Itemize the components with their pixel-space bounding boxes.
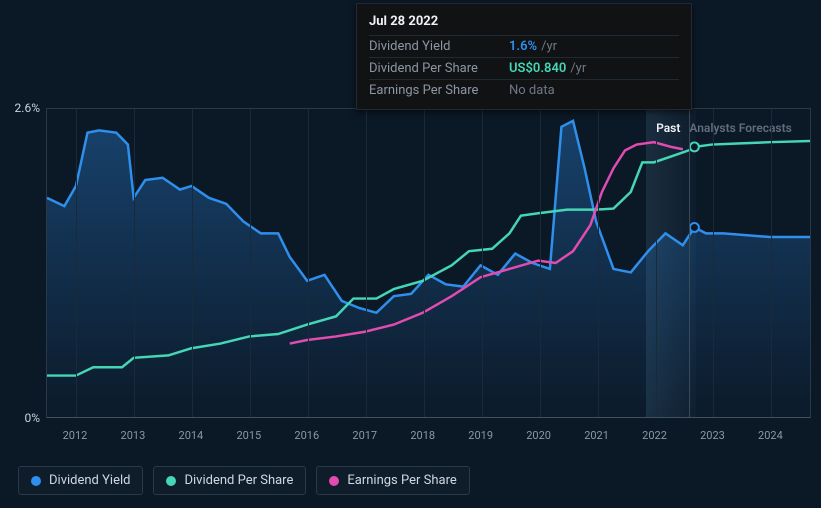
dividend-chart: 2.6%0% Past Analysts Forecasts 201220132… <box>0 0 821 508</box>
marker-dividend_yield <box>690 223 699 232</box>
legend: Dividend Yield Dividend Per Share Earnings… <box>18 466 470 495</box>
legend-label: Earnings Per Share <box>347 473 456 488</box>
gridline <box>366 109 367 417</box>
gridline <box>134 109 135 417</box>
y-tick-label: 0% <box>24 411 40 425</box>
gridline <box>540 109 541 417</box>
gridline <box>250 109 251 417</box>
plot-area[interactable]: Past Analysts Forecasts <box>46 108 811 418</box>
gridline <box>771 109 772 417</box>
x-tick-label: 2015 <box>236 429 261 442</box>
x-axis: 2012 2013 2014 2015 2016 2017 2018 2019 2020 2021… <box>46 422 811 452</box>
gridline <box>598 109 599 417</box>
gridline <box>713 109 714 417</box>
region-label-forecast: Analysts Forecasts <box>689 121 791 135</box>
tooltip-row-value: 1.6% <box>509 39 537 54</box>
tooltip-row-unit: /yr <box>570 61 586 76</box>
x-tick-label: 2014 <box>179 429 204 442</box>
tooltip-row-unit: /yr <box>541 39 557 54</box>
gridline <box>656 109 657 417</box>
legend-item-earnings-per-share[interactable]: Earnings Per Share <box>316 466 469 495</box>
x-tick-label: 2020 <box>526 429 551 442</box>
x-tick-label: 2012 <box>63 429 88 442</box>
legend-swatch <box>31 476 41 486</box>
legend-item-dividend-yield[interactable]: Dividend Yield <box>18 466 143 495</box>
legend-swatch <box>166 476 176 486</box>
tooltip-row-value: US$0.840 <box>509 61 566 76</box>
gridline <box>308 109 309 417</box>
y-axis: 2.6%0% <box>0 108 46 418</box>
legend-swatch <box>329 476 339 486</box>
tooltip-row-label: Dividend Yield <box>369 39 509 54</box>
tooltip-row-label: Earnings Per Share <box>369 83 509 98</box>
x-tick-label: 2019 <box>468 429 493 442</box>
cursor-line <box>689 109 690 417</box>
tooltip-date: Jul 28 2022 <box>369 14 679 29</box>
tooltip-row: Dividend Yield1.6% /yr <box>369 35 679 57</box>
gridline <box>482 109 483 417</box>
gridline <box>192 109 193 417</box>
region-label-past: Past <box>656 121 680 135</box>
area-dividend-yield <box>47 121 810 417</box>
legend-label: Dividend Yield <box>49 473 130 488</box>
tooltip-row: Earnings Per ShareNo data <box>369 79 679 101</box>
x-tick-label: 2018 <box>410 429 435 442</box>
tooltip-row-value: No data <box>509 83 555 98</box>
x-tick-label: 2023 <box>700 429 725 442</box>
tooltip-row: Dividend Per ShareUS$0.840/yr <box>369 57 679 79</box>
x-tick-label: 2016 <box>294 429 319 442</box>
chart-svg <box>47 109 810 417</box>
chart-tooltip: Jul 28 2022 Dividend Yield1.6%/yrDividen… <box>356 3 692 110</box>
x-tick-label: 2024 <box>758 429 783 442</box>
legend-item-dividend-per-share[interactable]: Dividend Per Share <box>153 466 306 495</box>
x-tick-label: 2013 <box>121 429 146 442</box>
tooltip-row-label: Dividend Per Share <box>369 61 509 76</box>
gridline <box>76 109 77 417</box>
gridline <box>424 109 425 417</box>
marker-dividend_per_share <box>690 142 699 151</box>
tooltip-rows: Dividend Yield1.6%/yrDividend Per ShareU… <box>369 35 679 101</box>
y-tick-label: 2.6% <box>15 101 40 115</box>
x-tick-label: 2017 <box>352 429 377 442</box>
legend-label: Dividend Per Share <box>184 473 293 488</box>
x-tick-label: 2021 <box>584 429 609 442</box>
x-tick-label: 2022 <box>642 429 667 442</box>
